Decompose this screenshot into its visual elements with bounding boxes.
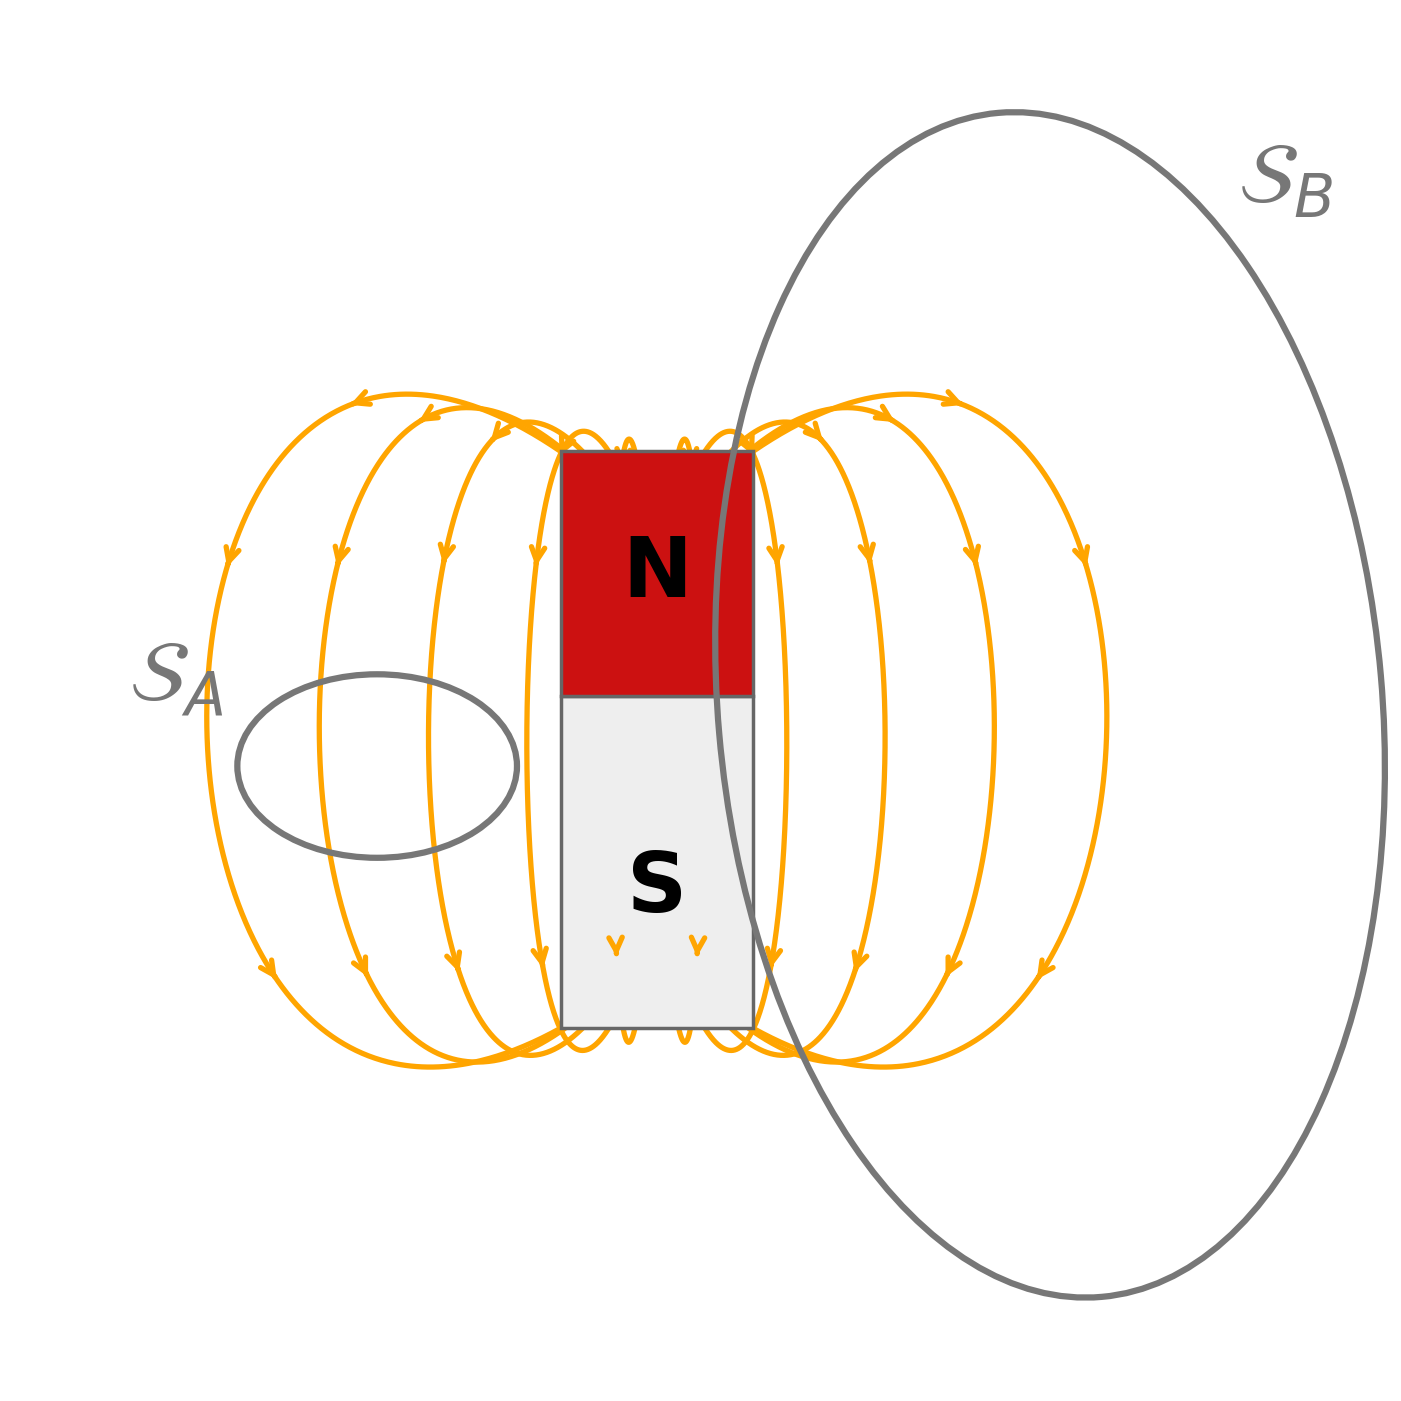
Text: N: N (622, 534, 692, 614)
Text: $\mathcal{S}_B$: $\mathcal{S}_B$ (1238, 139, 1334, 221)
Bar (560, 696, 752, 1028)
Bar (560, 451, 752, 696)
Text: $\mathcal{S}_A$: $\mathcal{S}_A$ (129, 637, 223, 720)
Text: S: S (626, 848, 686, 929)
